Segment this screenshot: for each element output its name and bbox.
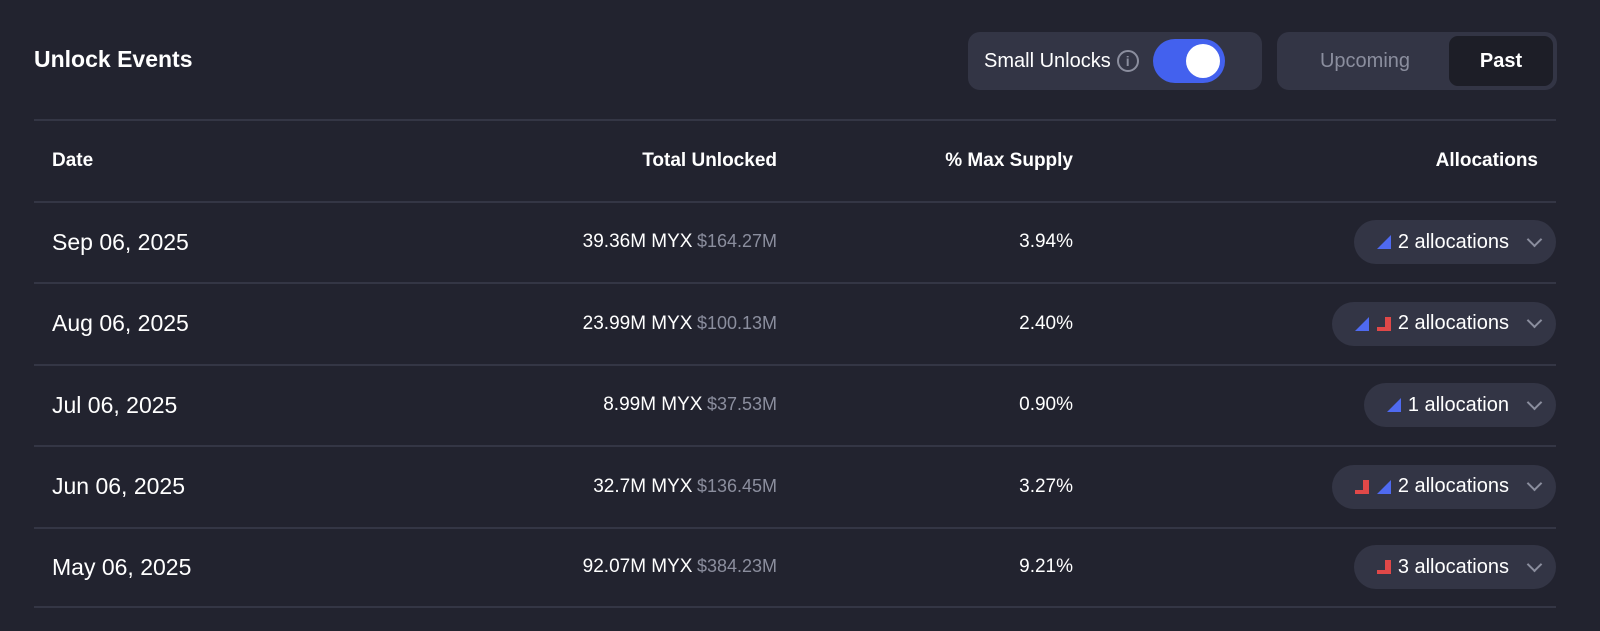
allocations-dropdown[interactable]: 1 allocation — [1363, 383, 1556, 428]
row-amount: 92.07M MYX — [582, 556, 693, 578]
header-allocations: Allocations — [1435, 149, 1538, 171]
allocations-label: 1 allocation — [1407, 393, 1509, 416]
allocations-label: 2 allocations — [1397, 475, 1509, 498]
tab-upcoming[interactable]: Upcoming — [1319, 49, 1411, 72]
table-row: Sep 06, 2025 39.36M MYX $164.27M 3.94% 2… — [34, 200, 1556, 283]
header-date[interactable]: Date — [52, 149, 94, 171]
allocations-dropdown[interactable]: 2 allocations — [1331, 301, 1556, 346]
chevron-down-icon — [1526, 231, 1543, 248]
unlock-events-table: Date Total Unlocked % Max Supply Allocat… — [34, 119, 1556, 608]
header-max-supply[interactable]: % Max Supply — [945, 149, 1073, 171]
allocations-label: 3 allocations — [1397, 555, 1509, 578]
row-max-supply-pct: 3.94% — [1019, 231, 1073, 253]
row-max-supply-pct: 9.21% — [1019, 556, 1073, 578]
small-unlocks-label: Small Unlocks — [984, 49, 1111, 72]
row-date: Jun 06, 2025 — [52, 473, 186, 500]
row-amount: 8.99M MYX — [603, 394, 703, 416]
row-date: Jul 06, 2025 — [52, 391, 178, 418]
cliff-step-icon — [1354, 479, 1370, 495]
linear-triangle-icon — [1386, 397, 1402, 413]
linear-triangle-icon — [1354, 316, 1370, 332]
chevron-down-icon — [1526, 475, 1543, 492]
row-date: May 06, 2025 — [52, 553, 192, 580]
allocations-label: 2 allocations — [1397, 230, 1509, 253]
page-title: Unlock Events — [34, 46, 193, 72]
small-unlocks-toggle[interactable] — [1152, 39, 1225, 83]
small-unlocks-control: Small Unlocks i — [968, 32, 1262, 90]
row-usd-value: $37.53M — [706, 394, 777, 415]
row-usd-value: $136.45M — [696, 475, 777, 496]
allocations-label: 2 allocations — [1397, 312, 1509, 335]
info-icon[interactable]: i — [1116, 50, 1139, 72]
row-usd-value: $100.13M — [696, 312, 777, 333]
allocations-dropdown[interactable]: 2 allocations — [1353, 220, 1556, 265]
chevron-down-icon — [1526, 312, 1543, 329]
table-header: Date Total Unlocked % Max Supply Allocat… — [34, 119, 1556, 201]
row-usd-value: $384.23M — [696, 556, 777, 577]
table-row: Jun 06, 2025 32.7M MYX $136.45M 3.27% 2 … — [34, 445, 1556, 527]
row-date: Aug 06, 2025 — [52, 310, 189, 337]
time-filter-tabs: Upcoming Past — [1277, 32, 1557, 90]
allocations-dropdown[interactable]: 2 allocations — [1331, 464, 1556, 509]
table-row: Jul 06, 2025 8.99M MYX $37.53M 0.90% 1 a… — [34, 363, 1556, 446]
header-total-unlocked[interactable]: Total Unlocked — [642, 149, 777, 171]
table-row: May 06, 2025 92.07M MYX $384.23M 9.21% 3… — [34, 526, 1556, 608]
row-amount: 23.99M MYX — [582, 312, 693, 334]
row-max-supply-pct: 3.27% — [1019, 475, 1073, 497]
tab-past[interactable]: Past — [1449, 36, 1553, 86]
row-usd-value: $164.27M — [696, 231, 777, 252]
cliff-step-icon — [1376, 559, 1392, 575]
chevron-down-icon — [1526, 556, 1543, 573]
row-max-supply-pct: 0.90% — [1019, 394, 1073, 416]
table-row: Aug 06, 2025 23.99M MYX $100.13M 2.40% 2… — [34, 282, 1556, 364]
toggle-knob — [1185, 44, 1220, 78]
linear-triangle-icon — [1376, 479, 1392, 495]
row-date: Sep 06, 2025 — [52, 228, 189, 255]
chevron-down-icon — [1526, 394, 1543, 411]
row-amount: 32.7M MYX — [593, 475, 693, 497]
row-amount: 39.36M MYX — [582, 231, 693, 253]
allocations-dropdown[interactable]: 3 allocations — [1353, 545, 1556, 590]
linear-triangle-icon — [1376, 234, 1392, 250]
row-max-supply-pct: 2.40% — [1019, 312, 1073, 334]
cliff-step-icon — [1376, 316, 1392, 332]
